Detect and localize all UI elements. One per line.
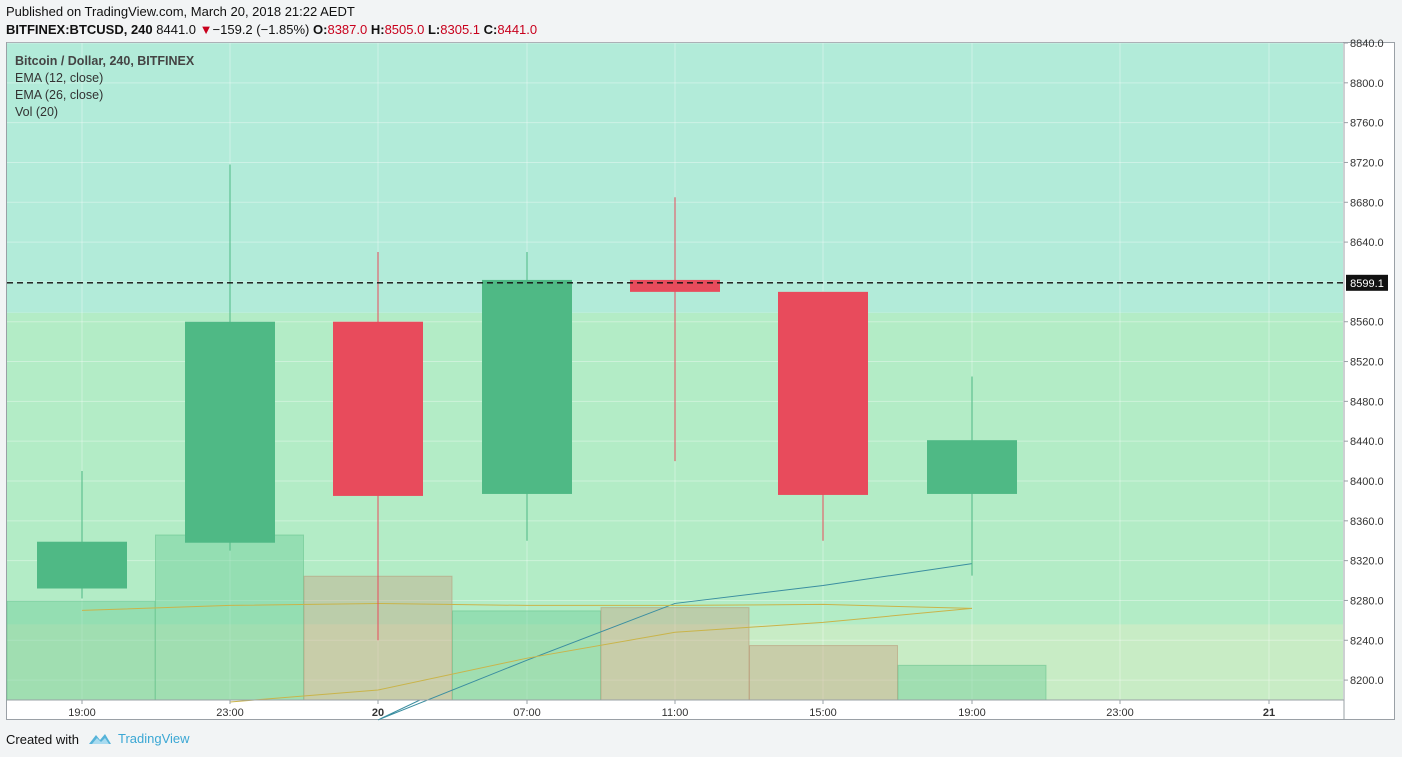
y-tick-label: 8680.0 [1350,197,1384,209]
y-tick-label: 8200.0 [1350,675,1384,687]
published-line: Published on TradingView.com, March 20, … [6,4,355,19]
close-label: C: [483,22,498,37]
open-value: 8387.0 [327,22,368,37]
created-with-text: Created with [6,732,79,747]
volume-bar [749,645,898,701]
x-tick-label: 20 [372,707,384,719]
high-label: H: [370,22,385,37]
candle-body [185,321,275,543]
y-tick-label: 8800.0 [1350,78,1384,90]
volume-bar [897,664,1047,701]
y-tick-label: 8360.0 [1350,516,1384,528]
legend-ema12: EMA (12, close) [15,71,104,85]
ema-line-26 [81,602,973,611]
current-price-tag [1346,274,1388,291]
legend-vol: Vol (20) [15,105,59,119]
y-tick-label: 8599.1 [1350,278,1384,290]
volume-bar [155,534,304,701]
x-tick-label: 11:00 [662,707,689,719]
volume-bar [600,607,750,701]
low-value: 8305.1 [440,22,481,37]
y-tick-label: 8280.0 [1350,595,1384,607]
y-tick-label: 8560.0 [1350,317,1384,329]
x-tick-label: 23:00 [1106,707,1134,719]
quote-line: BITFINEX:BTCUSD, 240 8441.0 ▼−159.2 (−1.… [6,22,537,37]
y-tick-label: 8760.0 [1350,118,1384,130]
candle-body [37,541,127,589]
x-tick-label: 19:00 [958,707,986,719]
y-tick-label: 8720.0 [1350,157,1384,169]
open-label: O: [313,22,328,37]
y-tick-label: 8840.0 [1350,38,1384,50]
candle-body [927,440,1017,494]
candle-body [778,291,868,495]
ema-line-12 [377,563,973,721]
volume-bar [6,600,156,701]
x-tick-label: 23:00 [216,707,244,719]
close-value: 8441.0 [497,22,538,37]
change: −159.2 (−1.85%) [212,22,310,37]
y-tick-label: 8400.0 [1350,476,1384,488]
y-tick-label: 8320.0 [1350,556,1384,568]
low-label: L: [427,22,441,37]
y-tick-label: 8520.0 [1350,357,1384,369]
y-tick-label: 8440.0 [1350,436,1384,448]
y-tick-label: 8240.0 [1350,635,1384,647]
x-tick-label: 15:00 [809,707,837,719]
x-tick-label: 21 [1263,707,1275,719]
symbol: BITFINEX:BTCUSD, 240 [6,22,153,37]
tradingview-logo-icon [89,733,111,744]
chart-legend: Bitcoin / Dollar, 240, BITFINEX EMA (12,… [15,53,194,121]
down-arrow-icon: ▼ [199,22,213,37]
tradingview-link[interactable]: TradingView [88,731,190,746]
candle-body [482,279,572,494]
tradingview-brand: TradingView [118,731,190,746]
y-tick-label: 8480.0 [1350,396,1384,408]
x-tick-label: 19:00 [68,707,96,719]
candle-body [630,279,720,292]
bg-band-bottom [7,624,1343,700]
candle-body [333,321,423,496]
last-price: 8441.0 [156,22,197,37]
x-tick-label: 07:00 [513,707,541,719]
legend-title: Bitcoin / Dollar, 240, BITFINEX [15,54,195,68]
ema-line-26-lower [229,607,973,703]
high-value: 8505.0 [384,22,425,37]
legend-ema26: EMA (26, close) [15,88,104,102]
volume-bar [452,610,601,701]
y-tick-label: 8640.0 [1350,237,1384,249]
